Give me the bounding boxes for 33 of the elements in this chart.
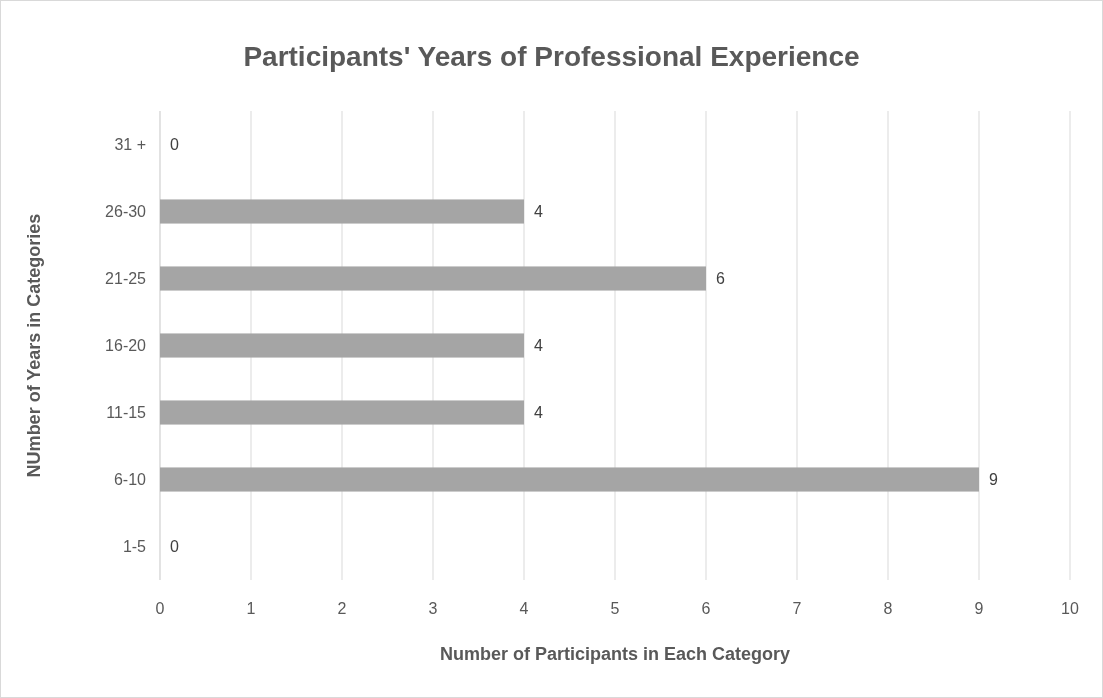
y-axis-title: NUmber of Years in Categories	[24, 213, 44, 478]
y-tick-label: 1-5	[122, 538, 147, 556]
y-tick-label: 16-20	[105, 337, 147, 355]
data-label: 4	[534, 337, 543, 355]
y-tick-label: 11-15	[106, 404, 147, 422]
x-tick-label: 7	[792, 600, 802, 617]
data-label: 4	[534, 203, 543, 221]
x-tick-label: 1	[246, 600, 256, 617]
x-tick-label: 3	[428, 600, 438, 617]
data-label: 6	[716, 270, 725, 288]
data-label: 0	[170, 136, 179, 154]
data-label: 0	[170, 538, 179, 556]
y-tick-label: 26-30	[105, 203, 147, 221]
y-tick-label: 6-10	[113, 471, 147, 489]
x-tick-label: 4	[519, 600, 529, 617]
data-label: 9	[989, 471, 998, 489]
bar	[160, 333, 524, 358]
x-tick-label: 5	[610, 600, 620, 617]
chart-title: Participants' Years of Professional Experience	[243, 41, 860, 72]
x-tick-label: 9	[974, 600, 984, 617]
x-axis-title: Number of Participants in Each Category	[439, 644, 791, 664]
y-tick-label: 21-25	[105, 270, 147, 288]
x-tick-label: 6	[701, 600, 711, 617]
bar	[160, 266, 706, 291]
data-label: 4	[534, 404, 543, 422]
x-tick-label: 10	[1061, 600, 1079, 617]
y-tick-label: 31 +	[114, 136, 146, 154]
x-tick-label: 2	[337, 600, 347, 617]
x-tick-label: 8	[883, 600, 893, 617]
x-tick-label: 0	[155, 600, 165, 617]
bar	[160, 467, 979, 492]
bar	[160, 400, 524, 425]
bar	[160, 199, 524, 224]
